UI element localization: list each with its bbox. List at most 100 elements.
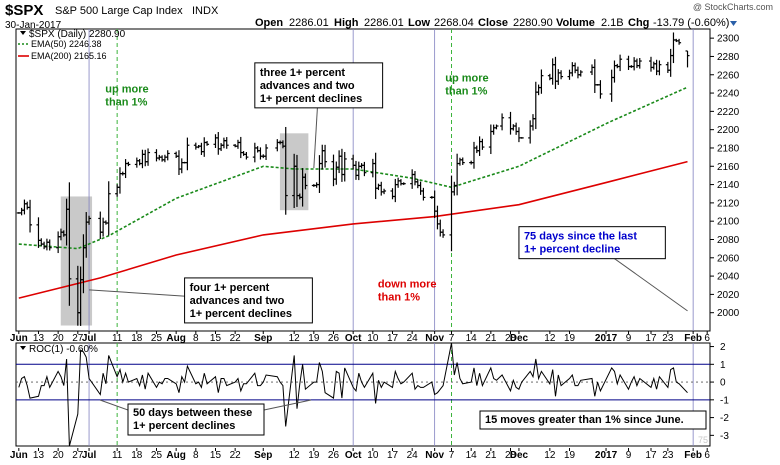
x-tick-label: 13 — [33, 450, 45, 461]
price-y-axis: 2000 2020 2040 2060 2080 2100 2120 2140 2160 2180… — [710, 34, 740, 319]
y-tick-label: 2220 — [717, 107, 740, 118]
chg-label: Chg — [628, 17, 649, 29]
price-bar — [421, 187, 426, 201]
chg-value: -13.79 (-0.60%) — [653, 17, 729, 29]
x-tick-label: 15 — [210, 450, 222, 461]
x-tick-label: Sep — [254, 450, 272, 461]
annotation-box — [254, 62, 384, 109]
roc-panel: 2 1 0 -1 -2 -3 ROC(1) -0.60% 50 days between … — [15, 342, 729, 447]
annotation-text: 1+ percent declines — [260, 93, 362, 105]
x-tick-label: 7 — [449, 450, 455, 461]
price-bar — [165, 150, 170, 161]
annotation-text: four 1+ percent — [190, 282, 270, 294]
x-tick-label: 23 — [662, 333, 674, 344]
annotation-text: up more — [445, 72, 488, 84]
x-tick-label: 10 — [367, 333, 379, 344]
x-tick-label: 18 — [131, 333, 143, 344]
annotation-text: 1+ percent declines — [190, 308, 292, 320]
price-bar — [677, 38, 682, 45]
chg-dropdown-icon[interactable] — [730, 21, 737, 26]
roc-y-tick-label: 2 — [720, 342, 726, 353]
y-tick-label: 2160 — [717, 162, 740, 173]
price-bar — [264, 144, 269, 160]
annotation-arrow — [99, 399, 129, 411]
open-label: Open — [255, 17, 283, 29]
price-bar — [598, 80, 603, 99]
x-tick-label: 10 — [367, 450, 379, 461]
price-bar — [401, 182, 406, 186]
price-bar — [205, 140, 210, 146]
x-tick-label: Jun — [10, 333, 28, 344]
price-bar — [362, 161, 367, 177]
x-tick-label: Jul — [82, 450, 97, 461]
exchange: INDX — [192, 5, 219, 17]
x-tick-label: 25 — [151, 450, 163, 461]
legend-dropdown-icon[interactable] — [20, 31, 26, 35]
close-label: Close — [478, 17, 508, 29]
x-tick-label: Aug — [166, 333, 185, 344]
x-tick-label: 12 — [544, 450, 556, 461]
open-value: 2286.01 — [289, 17, 329, 29]
legend-ema200: EMA(200) 2165.16 — [31, 51, 107, 61]
price-bar — [500, 113, 505, 131]
x-tick-label: Nov — [425, 450, 444, 461]
x-tick-label: 18 — [131, 450, 143, 461]
price-bar — [28, 199, 33, 233]
x-tick-label: Oct — [345, 333, 362, 344]
x-tick-label: 28 — [505, 333, 517, 344]
low-value: 2268.04 — [434, 17, 474, 29]
price-bar — [494, 124, 499, 130]
price-bar — [480, 138, 485, 150]
high-value: 2286.01 — [364, 17, 404, 29]
y-tick-label: 2120 — [717, 198, 740, 209]
legend-ema50: EMA(50) 2246.38 — [31, 39, 102, 49]
y-tick-label: 2020 — [717, 290, 740, 301]
roc-y-tick-label: -1 — [720, 395, 729, 406]
roc-legend-dropdown-icon[interactable] — [20, 346, 26, 350]
x-tick-label: Feb — [684, 450, 702, 461]
annotation-text: advances and two — [190, 295, 285, 307]
price-legend: $SPX (Daily) 2280.90 EMA(50) 2246.38 EMA… — [18, 29, 126, 61]
x-tick-label: 9 — [626, 450, 632, 461]
price-bar — [244, 152, 249, 160]
x-tick-label: 15 — [210, 333, 222, 344]
x-tick-label: 17 — [645, 333, 657, 344]
x-tick-label: 19 — [564, 333, 576, 344]
x-tick-label: 8 — [193, 450, 199, 461]
y-tick-label: 2180 — [717, 143, 740, 154]
security-name: S&P 500 Large Cap Index — [55, 5, 183, 17]
annotation-box — [127, 403, 265, 436]
x-tick-label: 12 — [289, 333, 301, 344]
price-bar — [519, 137, 524, 139]
annotation-text: three 1+ percent — [260, 67, 346, 79]
x-tick-label: 27 — [72, 450, 84, 461]
annotation-text: 1+ percent declines — [133, 420, 235, 432]
x-tick-label: 14 — [466, 450, 478, 461]
annotation-text: 50 days between these — [133, 407, 252, 419]
volume-label: Volume — [556, 17, 595, 29]
price-bar — [283, 126, 288, 215]
price-bar — [47, 239, 52, 251]
price-bar — [185, 137, 190, 171]
x-tick-label: 2017 — [595, 450, 618, 461]
y-tick-label: 2080 — [717, 235, 740, 246]
x-tick-label: 11 — [112, 450, 123, 461]
x-tick-label: 19 — [308, 333, 320, 344]
y-tick-label: 2280 — [717, 52, 740, 63]
x-tick-label: 13 — [33, 333, 45, 344]
x-tick-label: 26 — [328, 450, 340, 461]
y-tick-label: 2300 — [717, 34, 740, 45]
x-tick-label: Feb — [684, 333, 702, 344]
annotation-box — [184, 277, 313, 324]
price-panel: 2000 2020 2040 2060 2080 2100 2120 2140 2160 2180… — [15, 28, 740, 332]
x-tick-label: Sep — [254, 333, 272, 344]
volume-value: 2.1B — [601, 17, 624, 29]
